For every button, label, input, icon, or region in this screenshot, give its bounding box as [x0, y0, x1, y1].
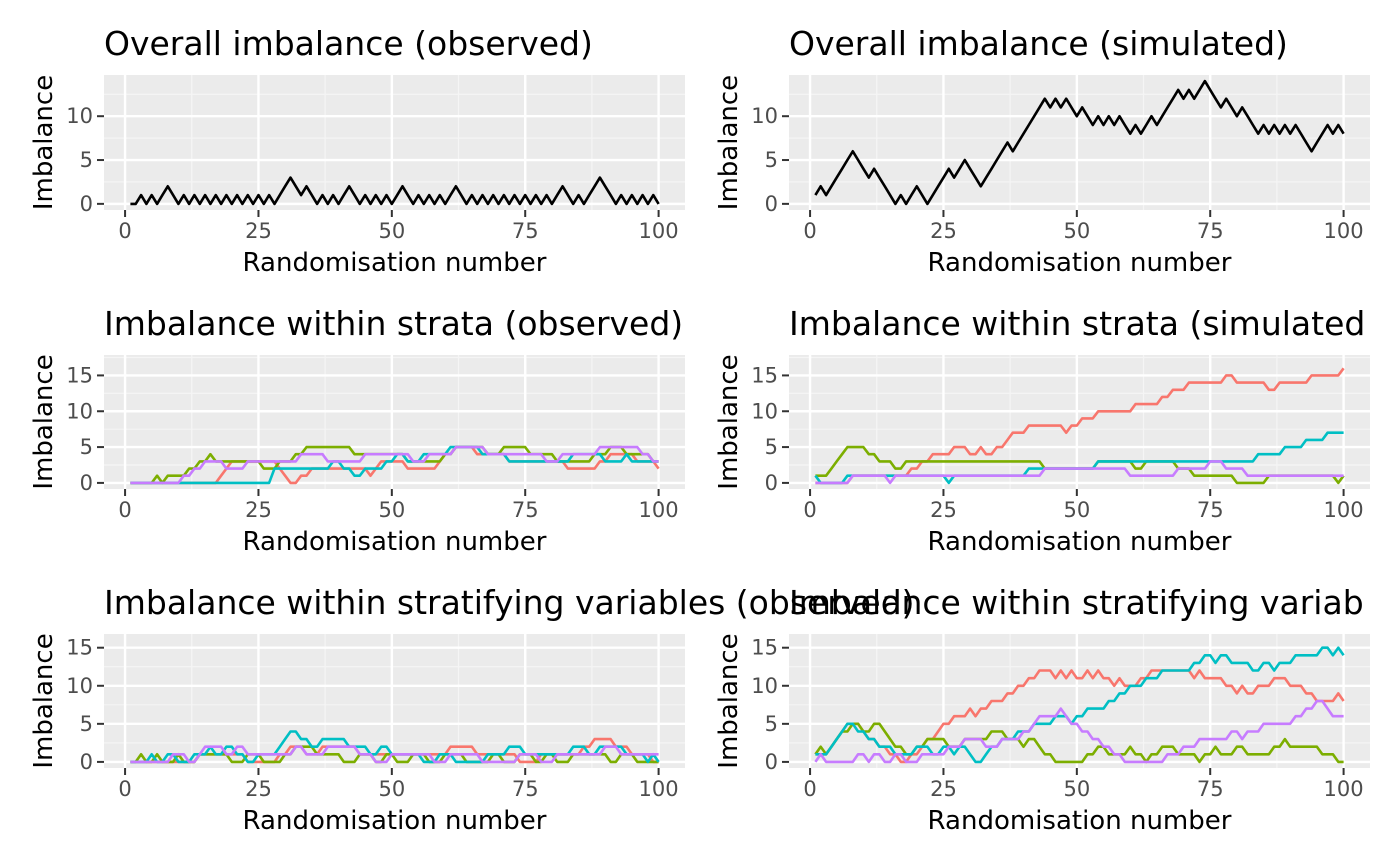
x-tick-label: 50 — [1063, 498, 1090, 522]
x-tick-label: 100 — [639, 219, 679, 243]
x-tick-label: 0 — [803, 777, 816, 801]
panel-background — [789, 75, 1370, 210]
x-tick-label: 0 — [118, 777, 131, 801]
y-tick-label: 5 — [80, 712, 93, 736]
x-tick-label: 100 — [639, 498, 679, 522]
y-axis-title: Imbalance — [714, 633, 744, 768]
x-tick-label: 100 — [639, 777, 679, 801]
y-tick-label: 10 — [66, 674, 93, 698]
y-tick-label: 0 — [765, 192, 778, 216]
x-tick-label: 100 — [1324, 219, 1364, 243]
x-tick-label: 50 — [1063, 777, 1090, 801]
y-tick-label: 0 — [80, 750, 93, 774]
y-tick-label: 5 — [80, 148, 93, 172]
x-tick-label: 25 — [930, 777, 957, 801]
panel-title: Imbalance within strata (simulated — [789, 304, 1365, 343]
x-tick-label: 50 — [378, 498, 405, 522]
x-tick-label: 25 — [930, 498, 957, 522]
x-tick-label: 75 — [1197, 219, 1224, 243]
panel-title: Imbalance within stratifying variab — [789, 583, 1364, 622]
y-tick-label: 0 — [765, 750, 778, 774]
x-axis-title: Randomisation number — [243, 248, 547, 278]
x-axis-title: Randomisation number — [243, 527, 547, 557]
x-tick-label: 0 — [118, 219, 131, 243]
y-tick-label: 15 — [66, 636, 93, 660]
panel-background — [104, 75, 685, 210]
series-line-1 — [815, 669, 1345, 764]
chart-panel-1: 0 25 50 75 100 0 5 10 Randomisation number Imbala… — [29, 24, 685, 278]
x-axis-title: Randomisation number — [928, 248, 1232, 278]
y-tick-label: 0 — [80, 471, 93, 495]
series-line-4 — [814, 699, 1344, 764]
series-line-4 — [815, 460, 1344, 485]
chart-panel-2: 0 25 50 75 100 0 5 10 Randomisation number Imbala… — [714, 24, 1370, 278]
y-tick-label: 5 — [765, 435, 778, 459]
y-tick-label: 15 — [751, 636, 778, 660]
x-tick-label: 75 — [1197, 498, 1224, 522]
series-line-3 — [815, 646, 1345, 764]
y-axis-title: Imbalance — [29, 633, 59, 768]
x-tick-label: 25 — [245, 498, 272, 522]
y-tick-label: 15 — [751, 363, 778, 387]
y-axis-title: Imbalance — [29, 354, 59, 489]
y-tick-label: 10 — [66, 104, 93, 128]
series-line-3 — [130, 445, 659, 485]
panel-title: Imbalance within stratifying variables (… — [104, 583, 915, 622]
panel-title: Imbalance within strata (observed) — [104, 304, 683, 343]
x-tick-label: 75 — [512, 777, 539, 801]
x-tick-label: 50 — [1063, 219, 1090, 243]
x-tick-label: 75 — [512, 219, 539, 243]
x-tick-label: 0 — [118, 498, 131, 522]
y-tick-label: 5 — [765, 712, 778, 736]
x-axis-title: Randomisation number — [928, 806, 1232, 836]
chart-panel-6: 0 25 50 75 100 0 5 10 15 Randomisation number Imba… — [714, 583, 1370, 836]
y-tick-label: 5 — [765, 148, 778, 172]
y-tick-label: 0 — [80, 192, 93, 216]
x-tick-label: 50 — [378, 219, 405, 243]
series-line-1 — [130, 176, 660, 206]
y-tick-label: 10 — [66, 399, 93, 423]
x-tick-label: 100 — [1324, 498, 1364, 522]
y-axis-title: Imbalance — [714, 354, 744, 489]
y-axis-title: Imbalance — [714, 75, 744, 210]
series-line-2 — [814, 722, 1344, 764]
series-line-1 — [814, 79, 1345, 206]
x-axis-title: Randomisation number — [243, 806, 547, 836]
panel-title: Overall imbalance (simulated) — [789, 24, 1288, 63]
panel-background — [789, 634, 1370, 768]
y-tick-label: 10 — [751, 104, 778, 128]
x-tick-label: 0 — [803, 498, 816, 522]
chart-panel-3: 0 25 50 75 100 0 5 10 15 Randomisation number Imba… — [29, 304, 685, 557]
x-tick-label: 0 — [803, 219, 816, 243]
series-line-4 — [130, 445, 659, 485]
series-line-1 — [130, 445, 660, 485]
series-line-4 — [130, 745, 659, 764]
x-tick-label: 100 — [1324, 777, 1364, 801]
chart-panel-4: 0 25 50 75 100 0 5 10 15 Randomisation number Imba… — [714, 304, 1370, 557]
x-tick-label: 25 — [245, 777, 272, 801]
x-tick-label: 25 — [245, 219, 272, 243]
x-tick-label: 50 — [378, 777, 405, 801]
x-tick-label: 25 — [930, 219, 957, 243]
x-tick-label: 75 — [1197, 777, 1224, 801]
panel-title: Overall imbalance (observed) — [104, 24, 593, 63]
x-tick-label: 75 — [512, 498, 539, 522]
y-tick-label: 10 — [751, 674, 778, 698]
y-tick-label: 0 — [765, 471, 778, 495]
x-axis-title: Randomisation number — [928, 527, 1232, 557]
y-tick-label: 10 — [751, 399, 778, 423]
y-tick-label: 15 — [66, 363, 93, 387]
y-tick-label: 5 — [80, 435, 93, 459]
y-axis-title: Imbalance — [29, 75, 59, 210]
